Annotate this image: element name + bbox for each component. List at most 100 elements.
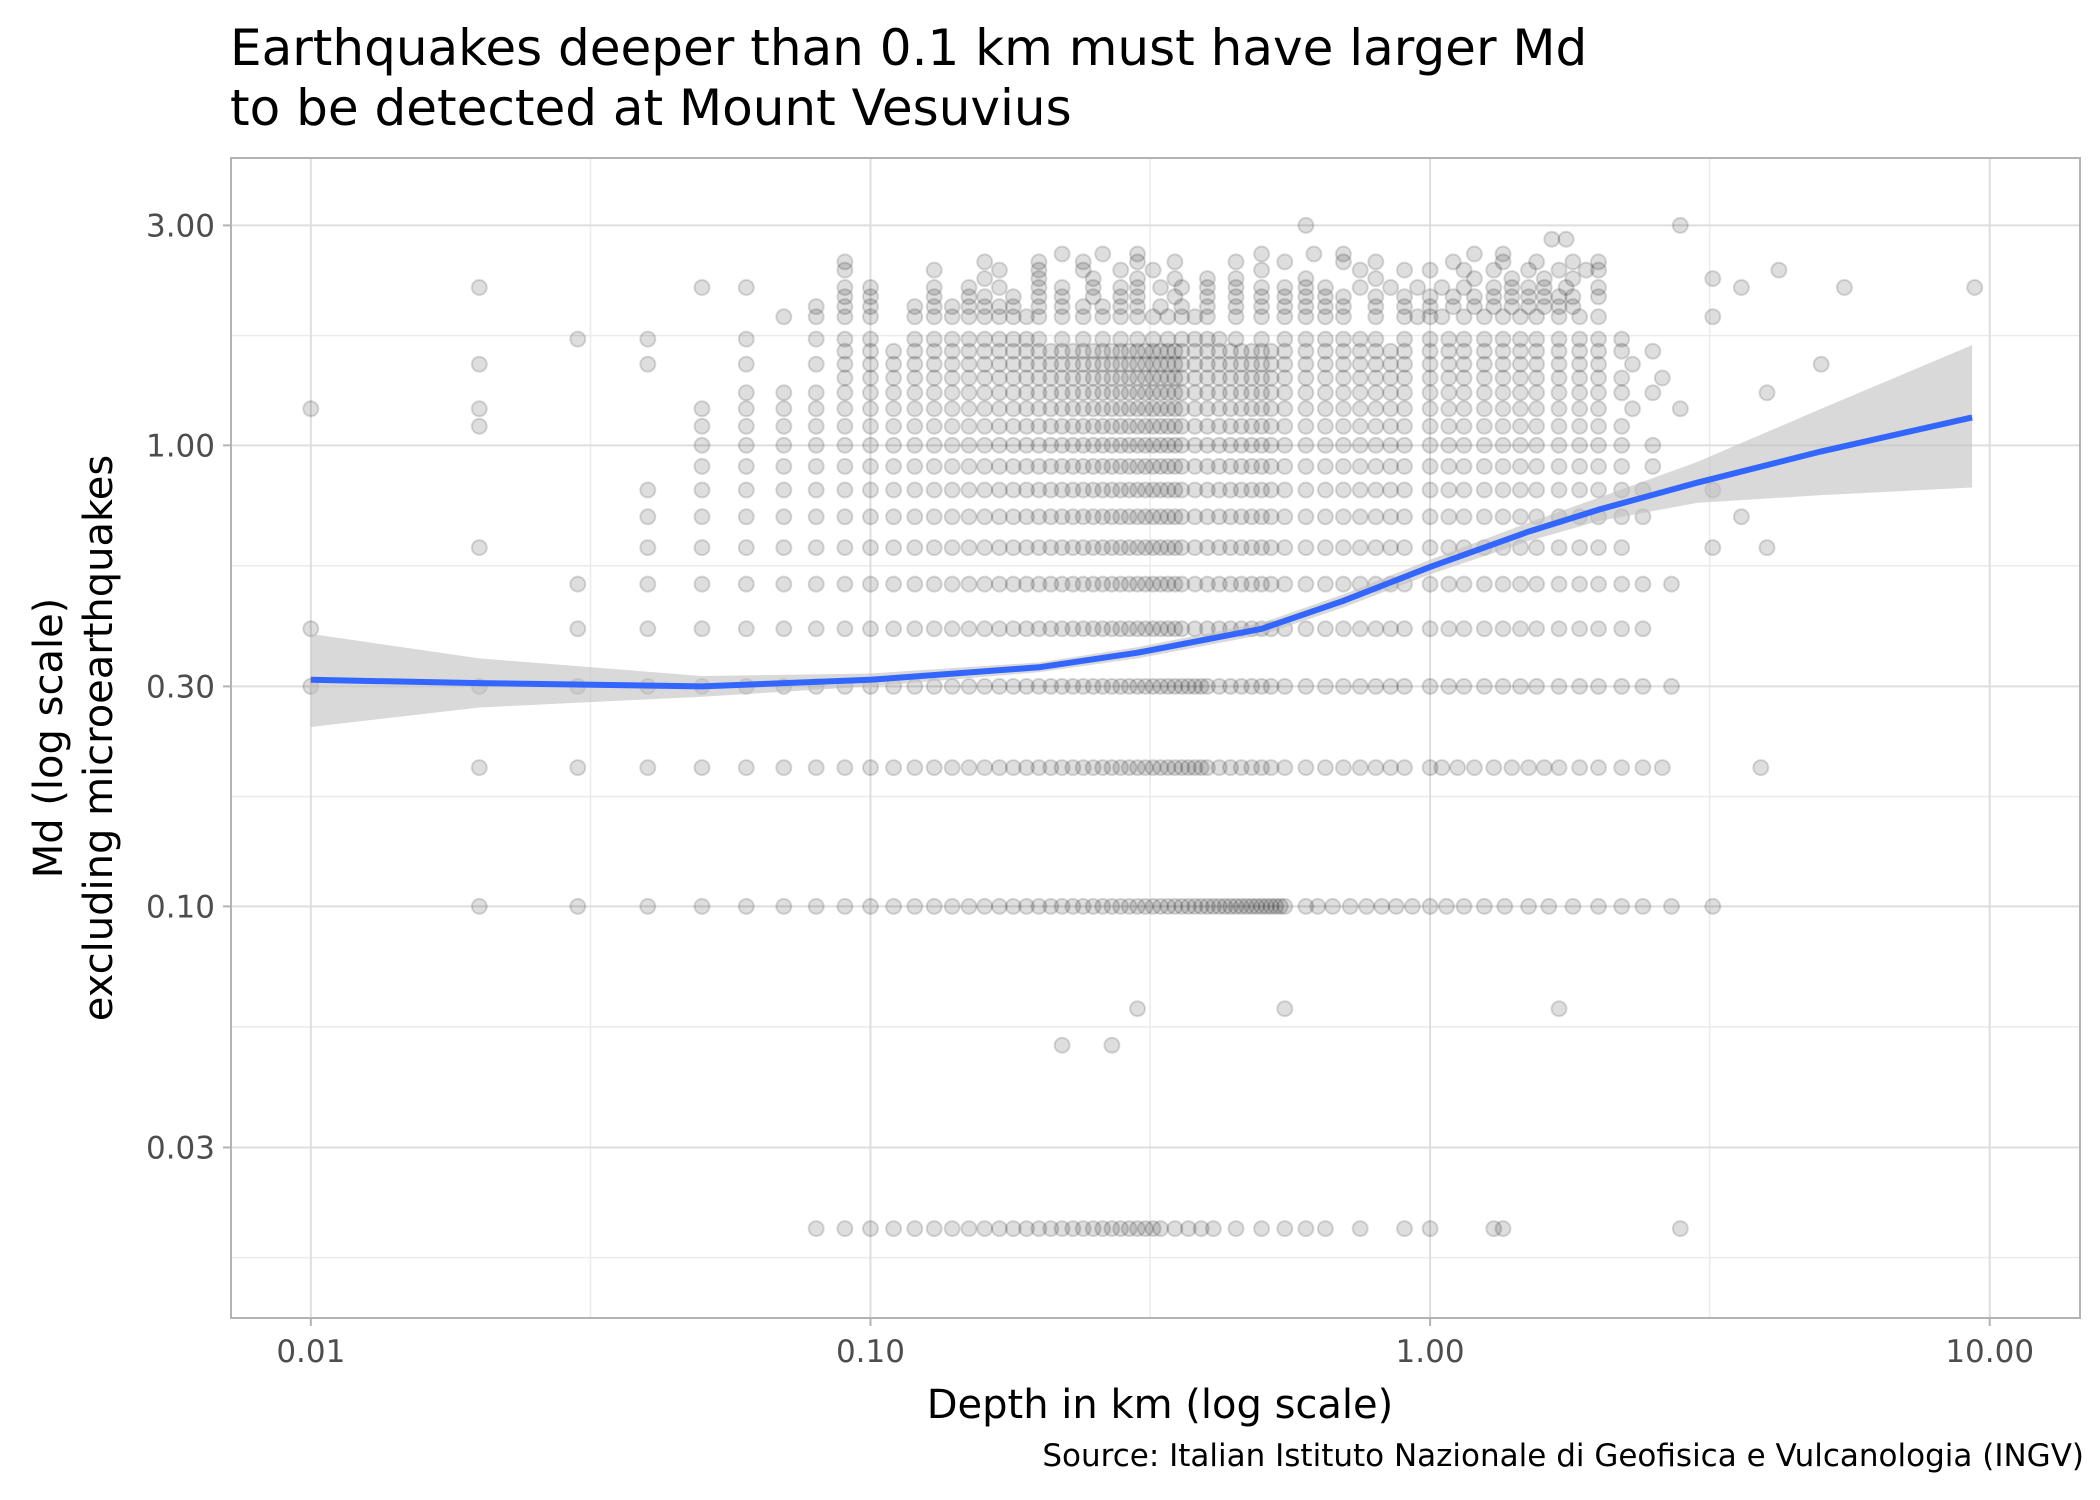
data-point <box>836 400 854 418</box>
data-point <box>1084 620 1102 638</box>
data-point <box>1129 355 1146 373</box>
data-point <box>1084 400 1102 418</box>
data-point <box>1166 1220 1184 1238</box>
data-point <box>1064 481 1082 499</box>
data-point <box>1571 620 1589 638</box>
data-point <box>1018 355 1035 373</box>
data-point <box>1152 342 1170 360</box>
data-point <box>925 1220 943 1238</box>
data-point <box>1316 400 1334 418</box>
data-point <box>1421 481 1439 499</box>
data-point <box>1316 298 1334 316</box>
data-point <box>1152 620 1170 638</box>
data-point <box>1396 759 1413 777</box>
data-point <box>1511 369 1529 387</box>
data-point <box>1064 342 1082 360</box>
data-point <box>1253 330 1271 348</box>
data-point <box>1276 355 1294 373</box>
data-point <box>1550 436 1568 454</box>
data-point <box>1074 342 1092 360</box>
data-point <box>1103 1036 1121 1054</box>
data-point <box>1136 400 1154 418</box>
data-point <box>862 436 879 454</box>
data-point <box>1186 342 1204 360</box>
data-point <box>1316 677 1334 695</box>
data-point <box>1018 620 1035 638</box>
data-point <box>1053 457 1071 475</box>
data-point <box>1475 308 1493 326</box>
data-point <box>1297 298 1315 316</box>
data-point <box>1159 342 1177 360</box>
data-point <box>1276 677 1294 695</box>
data-point <box>1528 481 1546 499</box>
data-point <box>1253 759 1271 777</box>
data-point <box>1120 400 1138 418</box>
data-point <box>1316 457 1334 475</box>
data-point <box>1297 539 1315 557</box>
data-point <box>1334 759 1352 777</box>
data-point <box>1173 759 1191 777</box>
data-point <box>943 308 961 326</box>
data-point <box>1173 620 1191 638</box>
data-point <box>1382 759 1400 777</box>
data-point <box>1262 384 1280 402</box>
data-point <box>925 369 943 387</box>
data-point <box>1276 897 1294 915</box>
data-point <box>1475 400 1493 418</box>
data-point <box>1103 417 1121 435</box>
data-point <box>1528 436 1546 454</box>
data-point <box>1173 539 1191 557</box>
data-point <box>1613 384 1631 402</box>
data-point <box>1030 342 1048 360</box>
data-point <box>1210 539 1228 557</box>
data-point <box>862 481 879 499</box>
data-point <box>1084 288 1102 306</box>
data-point <box>1222 457 1239 475</box>
data-point <box>775 384 793 402</box>
data-point <box>1262 342 1280 360</box>
data-point <box>1396 436 1413 454</box>
data-point <box>1475 508 1493 526</box>
data-point <box>1475 457 1493 475</box>
data-point <box>1243 417 1261 435</box>
data-point <box>1276 759 1294 777</box>
data-point <box>775 575 793 593</box>
data-point <box>960 677 978 695</box>
data-point <box>1064 539 1082 557</box>
data-point <box>1243 759 1261 777</box>
data-point <box>1421 457 1439 475</box>
data-point <box>1316 417 1334 435</box>
data-point <box>1018 308 1035 326</box>
data-point <box>1253 1220 1271 1238</box>
data-point <box>990 457 1008 475</box>
data-point <box>1367 508 1385 526</box>
data-point <box>1276 384 1294 402</box>
data-point <box>976 298 994 316</box>
data-point <box>1030 677 1048 695</box>
data-point <box>1173 308 1191 326</box>
source-caption: Source: Italian Istituto Nazionale di Ge… <box>1042 1438 2084 1474</box>
x-tick-label: 0.10 <box>836 1334 905 1370</box>
data-point <box>470 759 488 777</box>
data-point <box>1367 620 1385 638</box>
data-point <box>1334 677 1352 695</box>
data-point <box>1198 539 1216 557</box>
data-point <box>925 481 943 499</box>
data-point <box>1433 279 1451 296</box>
data-point <box>1084 481 1102 499</box>
data-point <box>1129 342 1146 360</box>
data-point <box>1624 355 1641 373</box>
data-point <box>1074 1220 1092 1238</box>
data-point <box>1528 575 1546 593</box>
data-point <box>1018 417 1035 435</box>
data-point <box>1253 355 1271 373</box>
data-point <box>1129 330 1146 348</box>
data-point <box>1663 897 1680 915</box>
data-point <box>1042 539 1060 557</box>
data-point <box>1590 308 1607 326</box>
data-point <box>1316 508 1334 526</box>
data-point <box>836 330 854 348</box>
data-point <box>1053 539 1071 557</box>
data-point <box>1144 897 1162 915</box>
data-point <box>1084 369 1102 387</box>
